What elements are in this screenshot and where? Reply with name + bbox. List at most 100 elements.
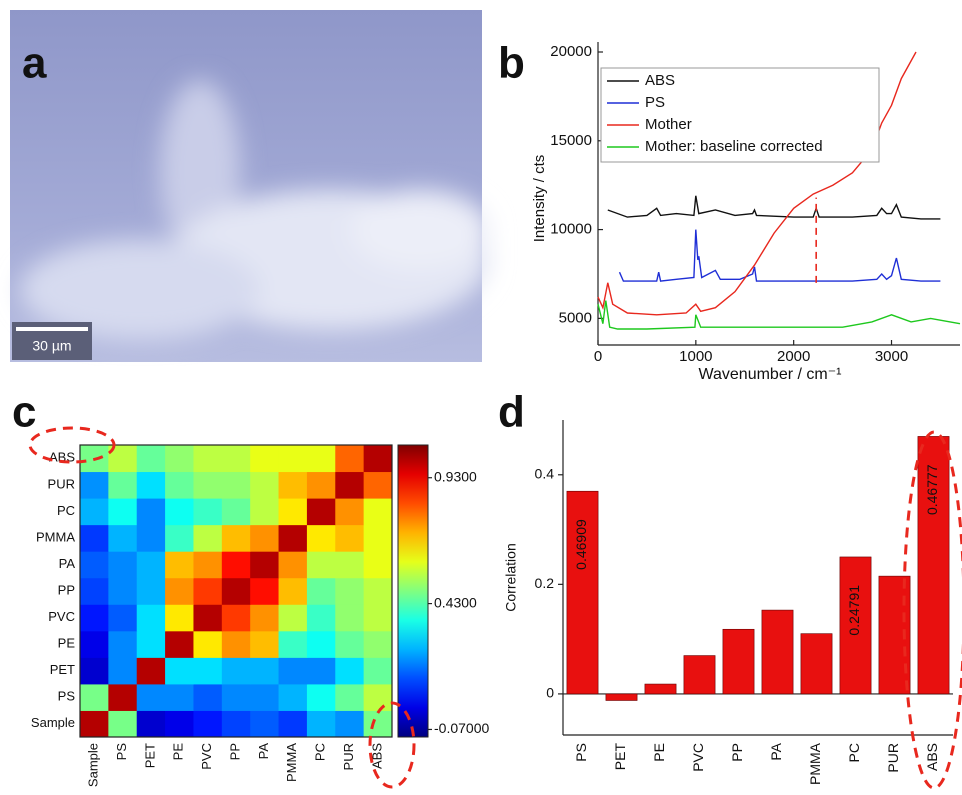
heat-cell bbox=[165, 604, 194, 632]
x-tick-label: PVC bbox=[690, 743, 706, 772]
heat-cell bbox=[250, 710, 280, 738]
highlight bbox=[28, 426, 116, 464]
heat-cell bbox=[108, 498, 138, 526]
bar bbox=[566, 490, 599, 695]
bar bbox=[683, 655, 716, 695]
heat-cell bbox=[335, 471, 365, 499]
heat-cell bbox=[80, 604, 109, 632]
heat-cell bbox=[108, 604, 138, 632]
x-tick-label: 2000 bbox=[777, 348, 810, 365]
heat-cell bbox=[363, 710, 393, 738]
heat-cell bbox=[136, 630, 166, 658]
heat-cell bbox=[306, 710, 336, 738]
x-tick-label: PA bbox=[256, 743, 271, 760]
colorbar bbox=[397, 444, 429, 738]
heat-cell bbox=[80, 498, 109, 526]
y-axis-label: Intensity / cts bbox=[531, 155, 548, 243]
bar bbox=[917, 436, 950, 695]
x-tick-label: PUR bbox=[341, 743, 356, 770]
x-tick-label: PP bbox=[227, 743, 242, 760]
heat-cell bbox=[193, 498, 223, 526]
scale-bar bbox=[16, 327, 88, 331]
heat-cell bbox=[335, 710, 365, 738]
legend-label: Mother bbox=[645, 116, 692, 133]
heat-cell bbox=[363, 471, 393, 499]
heat-cell bbox=[335, 577, 365, 605]
x-tick-label: PS bbox=[114, 743, 129, 761]
heat-cell bbox=[221, 604, 251, 632]
x-tick-label: PVC bbox=[199, 743, 214, 770]
y-tick-label: PS bbox=[58, 689, 76, 704]
heat-cell bbox=[193, 630, 223, 658]
heat-cell bbox=[278, 630, 308, 658]
heat-cell bbox=[221, 445, 251, 473]
heat-cell bbox=[221, 524, 251, 552]
heat-cell bbox=[278, 657, 308, 685]
heat-cell bbox=[193, 657, 223, 685]
heat-cell bbox=[221, 710, 251, 738]
y-tick-label: PMMA bbox=[36, 529, 75, 544]
heat-cell bbox=[136, 551, 166, 579]
y-tick-label: 0 bbox=[546, 685, 554, 701]
plot-frame bbox=[79, 444, 393, 738]
legend bbox=[600, 67, 880, 163]
heat-cell bbox=[136, 498, 166, 526]
heat-cell bbox=[165, 471, 194, 499]
heat-cell bbox=[278, 604, 308, 632]
heat-cell bbox=[221, 630, 251, 658]
series-line bbox=[597, 300, 961, 330]
heat-cell bbox=[306, 445, 336, 473]
heat-cell bbox=[335, 498, 365, 526]
heat-cell bbox=[108, 657, 138, 685]
x-tick-label: PMMA bbox=[807, 742, 823, 785]
heat-cell bbox=[165, 498, 194, 526]
heat-cell bbox=[306, 498, 336, 526]
x-tick-label: PET bbox=[142, 743, 157, 768]
y-tick-label: PVC bbox=[48, 609, 75, 624]
y-tick-label: PP bbox=[58, 582, 75, 597]
heat-cell bbox=[306, 577, 336, 605]
heat-cell bbox=[221, 657, 251, 685]
heat-cell bbox=[136, 471, 166, 499]
heat-cell bbox=[108, 471, 138, 499]
heat-cell bbox=[193, 710, 223, 738]
panel-label: c bbox=[12, 388, 36, 437]
heat-cell bbox=[165, 445, 194, 473]
heat-cell bbox=[193, 551, 223, 579]
heat-cell bbox=[335, 524, 365, 552]
panel-label: d bbox=[498, 388, 525, 437]
heat-cell bbox=[136, 604, 166, 632]
heat-cell bbox=[278, 551, 308, 579]
heat-cell bbox=[165, 630, 194, 658]
x-tick-label: PC bbox=[846, 743, 862, 762]
photo-content bbox=[20, 80, 490, 340]
heat-cell bbox=[250, 498, 280, 526]
heat-cell bbox=[221, 498, 251, 526]
heat-cell bbox=[136, 683, 166, 711]
heat-cell bbox=[193, 683, 223, 711]
y-tick-label: 20000 bbox=[550, 43, 592, 60]
heat-cell bbox=[221, 577, 251, 605]
x-axis-label: Wavenumber / cm⁻¹ bbox=[699, 366, 842, 383]
heat-cell bbox=[80, 524, 109, 552]
heat-cell bbox=[306, 683, 336, 711]
heat-cell bbox=[278, 471, 308, 499]
heat-cell bbox=[80, 630, 109, 658]
series-line bbox=[607, 195, 941, 220]
heat-cell bbox=[136, 710, 166, 738]
heat-cell bbox=[363, 498, 393, 526]
heat-cell bbox=[306, 471, 336, 499]
heat-cell bbox=[136, 445, 166, 473]
heat-cell bbox=[250, 604, 280, 632]
heat-cell bbox=[165, 524, 194, 552]
heat-cell bbox=[165, 710, 194, 738]
y-tick-label: 0.4 bbox=[535, 465, 555, 481]
heat-cell bbox=[136, 577, 166, 605]
heat-cell bbox=[306, 630, 336, 658]
heat-cell bbox=[250, 683, 280, 711]
heat-cell bbox=[250, 577, 280, 605]
colorbar-label: 0.4300 bbox=[434, 594, 477, 610]
bar bbox=[839, 556, 872, 695]
x-tick-label: PMMA bbox=[284, 743, 299, 782]
heat-cell bbox=[136, 524, 166, 552]
